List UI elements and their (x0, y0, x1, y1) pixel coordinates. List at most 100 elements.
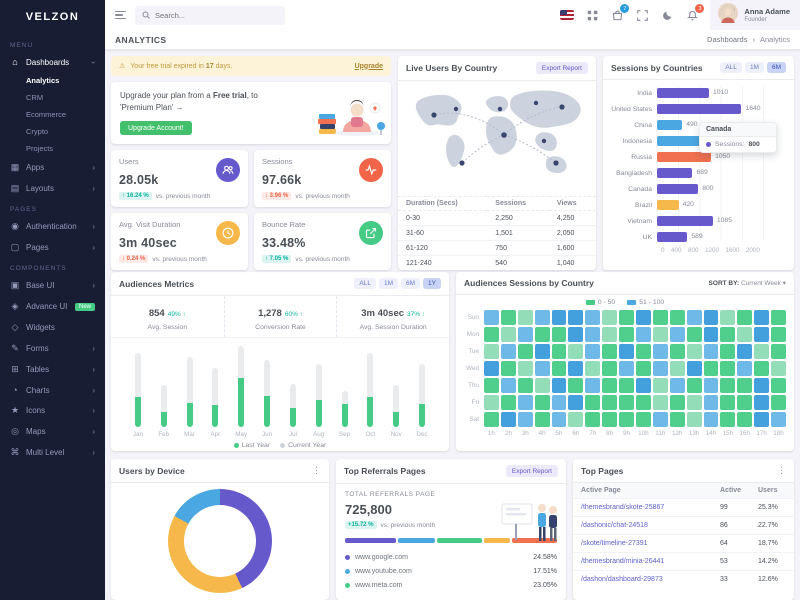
sidebar-item-maps[interactable]: ◎ Maps › (0, 421, 105, 442)
active-page-link[interactable]: /dashon/dashboard-29873 (573, 570, 712, 588)
heatmap-cell[interactable] (636, 412, 651, 427)
heatmap-cell[interactable] (703, 361, 719, 376)
sidebar-item-icons[interactable]: ★ Icons › (0, 400, 105, 421)
heatmap-cell[interactable] (636, 361, 651, 376)
heatmap-cell[interactable] (771, 395, 786, 410)
heatmap-cell[interactable] (551, 344, 567, 359)
heatmap-cell[interactable] (652, 344, 668, 359)
heatmap-cell[interactable] (602, 344, 618, 359)
sidebar-item-multi-level[interactable]: ⌘ Multi Level › (0, 442, 105, 463)
heatmap-cell[interactable] (754, 395, 770, 410)
heatmap-cell[interactable] (534, 378, 550, 393)
more-menu-icon[interactable]: ⋮ (312, 465, 321, 475)
heatmap-cell[interactable] (703, 378, 719, 393)
sidebar-item-dashboards[interactable]: ⌂ Dashboards › (0, 52, 105, 72)
heatmap-cell[interactable] (686, 378, 702, 393)
sidebar-subitem-crm[interactable]: CRM (26, 93, 44, 102)
heatmap-cell[interactable] (484, 310, 499, 325)
search-input[interactable] (155, 10, 278, 20)
active-page-link[interactable]: /themesbrand/minia-26441 (573, 552, 712, 571)
heatmap-cell[interactable] (720, 378, 736, 393)
bar-fill[interactable] (657, 104, 742, 114)
sidebar-item-base-ui[interactable]: ▣ Base UI › (0, 275, 105, 296)
heatmap-cell[interactable] (568, 344, 584, 359)
heatmap-cell[interactable] (484, 361, 499, 376)
heatmap-cell[interactable] (602, 412, 618, 427)
heatmap-cell[interactable] (737, 361, 753, 376)
heatmap-cell[interactable] (652, 412, 668, 427)
active-page-link[interactable]: /dashonic/chat-24518 (573, 516, 712, 535)
heatmap-cell[interactable] (517, 395, 533, 410)
user-menu[interactable]: Anna Adame Founder (710, 0, 800, 30)
heatmap-cell[interactable] (754, 327, 770, 342)
export-report-button[interactable]: Export Report (505, 465, 558, 477)
tab-6m[interactable]: 6M (766, 62, 786, 73)
sidebar-subitem-crypto[interactable]: Crypto (26, 127, 49, 136)
tab-6m[interactable]: 6M (401, 278, 421, 289)
heatmap-cell[interactable] (737, 412, 753, 427)
heatmap-cell[interactable] (669, 412, 685, 427)
heatmap-cell[interactable] (500, 344, 516, 359)
heatmap-cell[interactable] (602, 378, 618, 393)
tab-all[interactable]: ALL (354, 278, 376, 289)
heatmap-cell[interactable] (720, 310, 736, 325)
heatmap-cell[interactable] (771, 344, 786, 359)
heatmap-cell[interactable] (686, 412, 702, 427)
heatmap-cell[interactable] (703, 344, 719, 359)
heatmap-cell[interactable] (754, 412, 770, 427)
heatmap-cell[interactable] (686, 395, 702, 410)
sidebar-item-authentication[interactable]: ◉ Authentication › (0, 216, 105, 237)
heatmap-cell[interactable] (602, 361, 618, 376)
sidebar-subitem-analytics[interactable]: Analytics (26, 76, 60, 85)
upgrade-account-button[interactable]: Upgrade Account! (120, 121, 192, 136)
heatmap-cell[interactable] (534, 327, 550, 342)
active-page-link[interactable]: /themesbrand/skote-25867 (573, 498, 712, 517)
heatmap-cell[interactable] (737, 310, 753, 325)
heatmap-cell[interactable] (551, 327, 567, 342)
heatmap-cell[interactable] (619, 310, 634, 325)
legend-item[interactable]: Last Year (233, 442, 270, 449)
heatmap-cell[interactable] (585, 412, 601, 427)
legend-item[interactable]: 0 - 50 (585, 299, 615, 306)
heatmap-cell[interactable] (585, 310, 601, 325)
active-page-link[interactable]: /skote/timeline-27391 (573, 534, 712, 553)
heatmap-cell[interactable] (669, 310, 685, 325)
heatmap-cell[interactable] (517, 344, 533, 359)
heatmap-cell[interactable] (534, 310, 550, 325)
bar-fill[interactable] (657, 216, 713, 226)
referral-site[interactable]: www.youtube.com (355, 567, 412, 575)
heatmap-cell[interactable] (636, 378, 651, 393)
heatmap-cell[interactable] (534, 412, 550, 427)
app-logo[interactable]: VELZON (25, 11, 80, 23)
sidebar-subitem-ecommerce[interactable]: Ecommerce (26, 110, 67, 119)
heatmap-cell[interactable] (636, 310, 651, 325)
heatmap-cell[interactable] (500, 412, 516, 427)
heatmap-cell[interactable] (619, 378, 634, 393)
heatmap-cell[interactable] (669, 344, 685, 359)
heatmap-cell[interactable] (669, 327, 685, 342)
heatmap-cell[interactable] (652, 327, 668, 342)
heatmap-cell[interactable] (669, 378, 685, 393)
tab-1m[interactable]: 1M (744, 62, 764, 73)
heatmap-cell[interactable] (568, 378, 584, 393)
heatmap-cell[interactable] (602, 327, 618, 342)
heatmap-cell[interactable] (517, 310, 533, 325)
heatmap-cell[interactable] (754, 378, 770, 393)
heatmap-cell[interactable] (686, 344, 702, 359)
heatmap-cell[interactable] (703, 310, 719, 325)
heatmap-cell[interactable] (568, 327, 584, 342)
bar-fill[interactable] (657, 184, 699, 194)
heatmap-cell[interactable] (669, 361, 685, 376)
more-menu-icon[interactable]: ⋮ (777, 465, 786, 475)
heatmap-cell[interactable] (484, 327, 499, 342)
heatmap-cell[interactable] (551, 412, 567, 427)
heatmap-cell[interactable] (534, 361, 550, 376)
heatmap-cell[interactable] (585, 344, 601, 359)
heatmap-cell[interactable] (703, 327, 719, 342)
export-report-button[interactable]: Export Report (535, 62, 588, 74)
heatmap-cell[interactable] (484, 395, 499, 410)
heatmap-cell[interactable] (517, 378, 533, 393)
heatmap-cell[interactable] (568, 361, 584, 376)
heatmap-cell[interactable] (636, 395, 651, 410)
heatmap-cell[interactable] (771, 378, 786, 393)
